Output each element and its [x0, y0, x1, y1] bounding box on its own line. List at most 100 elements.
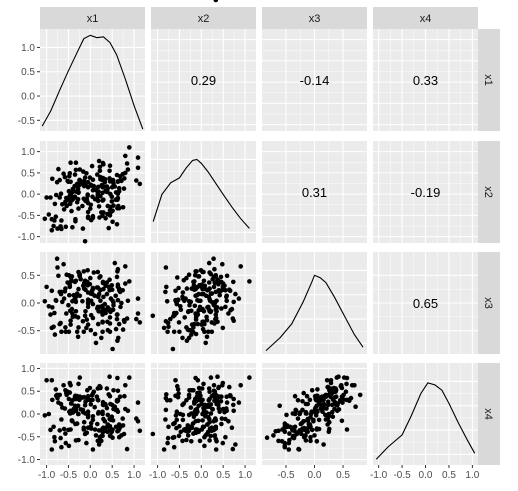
scatter-point — [115, 179, 121, 185]
scatter-point — [173, 413, 179, 418]
scatter-point — [49, 378, 55, 383]
scatter-point — [213, 436, 219, 442]
scatter-point — [175, 275, 180, 280]
scatter-point — [295, 398, 301, 403]
scatter-point — [305, 418, 311, 423]
scatter-point — [82, 239, 88, 244]
scatter-point — [137, 320, 143, 325]
scatter-point — [165, 435, 171, 441]
scatter-point — [217, 409, 222, 415]
scatter-point — [120, 423, 126, 428]
scatter-point — [95, 269, 101, 275]
scatter-point — [100, 279, 106, 285]
scatter-point — [135, 155, 141, 160]
y-tick-label: -0.5 — [18, 211, 36, 222]
scatter-point — [163, 319, 169, 324]
scatter-point — [74, 421, 80, 426]
scatter-point — [109, 287, 115, 293]
scatter-point — [185, 327, 191, 332]
scatter-point — [207, 298, 213, 304]
scatter-point — [182, 315, 187, 320]
scatter-point — [115, 388, 121, 394]
scatter-point — [88, 312, 94, 318]
y-tick-label: 0.0 — [21, 410, 35, 421]
scatter-point — [99, 210, 104, 215]
density-curve-x4 — [375, 382, 476, 460]
scatter-point — [180, 296, 186, 301]
scatter-point — [57, 195, 62, 200]
scatter-point — [238, 264, 243, 269]
scatter-point — [344, 427, 350, 432]
scatter-point — [204, 431, 210, 437]
scatter-point — [111, 406, 116, 412]
scatter-point — [70, 419, 75, 424]
scatter-point — [85, 215, 91, 221]
scatter-point — [107, 163, 113, 168]
scatter-point — [88, 206, 93, 211]
scatter-point — [201, 269, 206, 275]
scatter-point — [42, 413, 48, 418]
scatter-point — [230, 446, 236, 452]
scatter-point — [229, 425, 235, 431]
scatter-point — [277, 403, 283, 409]
scatter-point — [53, 298, 59, 304]
scatter-point — [103, 283, 108, 289]
scatter-point — [63, 199, 68, 205]
scatter-point — [176, 285, 181, 291]
scatter-point — [200, 319, 205, 325]
scatter-point — [135, 311, 141, 316]
scatter-point — [212, 433, 218, 438]
scatter-point — [77, 394, 83, 400]
scatter-point — [60, 405, 65, 410]
scatter-point — [178, 304, 183, 309]
y-tick-label: 1.0 — [21, 147, 35, 158]
x-tick-label: 0.5 — [105, 470, 119, 481]
scatter-point — [49, 228, 55, 233]
strip-col-x1 — [40, 7, 145, 29]
scatter-point — [123, 170, 128, 176]
scatter-point — [74, 329, 80, 335]
scatter-point — [69, 208, 74, 214]
scatter-point — [324, 406, 329, 411]
scatter-point — [102, 419, 108, 424]
scatter-point — [163, 417, 168, 422]
scatter-point — [100, 411, 105, 417]
scatter-point — [212, 266, 217, 272]
scatter-point — [66, 188, 72, 194]
x-tick-label: -1.0 — [149, 470, 167, 481]
y-tick-label: 0.5 — [21, 67, 35, 78]
x-tick-label: -1.0 — [370, 470, 388, 481]
scatter-point — [109, 194, 115, 199]
scatter-point — [119, 433, 124, 438]
scatter-point — [85, 283, 90, 288]
scatter-point — [64, 311, 69, 316]
strip-col-label-x1: x1 — [87, 13, 99, 25]
scatter-point — [100, 329, 105, 335]
scatter-point — [295, 416, 301, 421]
scatter-point — [207, 270, 212, 275]
scatter-point — [67, 380, 73, 386]
scatter-point — [201, 278, 207, 284]
y-tick-label: -1.0 — [18, 455, 36, 466]
scatter-point — [107, 374, 112, 380]
scatter-point — [197, 304, 203, 310]
scatter-point — [116, 205, 122, 211]
scatter-point — [76, 206, 81, 211]
scatter-point — [173, 378, 178, 383]
scatter-point — [81, 419, 87, 425]
scatter-point — [68, 408, 73, 414]
scatter-point — [104, 386, 110, 391]
scatter-point — [106, 225, 111, 231]
scatter-point — [66, 396, 72, 402]
scatter-point — [104, 184, 110, 189]
scatter-point — [186, 412, 192, 418]
scatter-point — [203, 293, 209, 299]
scatter-point — [207, 309, 212, 314]
scatter-point — [165, 440, 170, 446]
scatter-point — [335, 401, 341, 406]
scatter-point — [85, 304, 91, 310]
scatter-point — [213, 289, 219, 295]
scatter-point — [117, 394, 123, 400]
scatter-point — [211, 383, 217, 388]
scatter-point — [85, 388, 90, 393]
